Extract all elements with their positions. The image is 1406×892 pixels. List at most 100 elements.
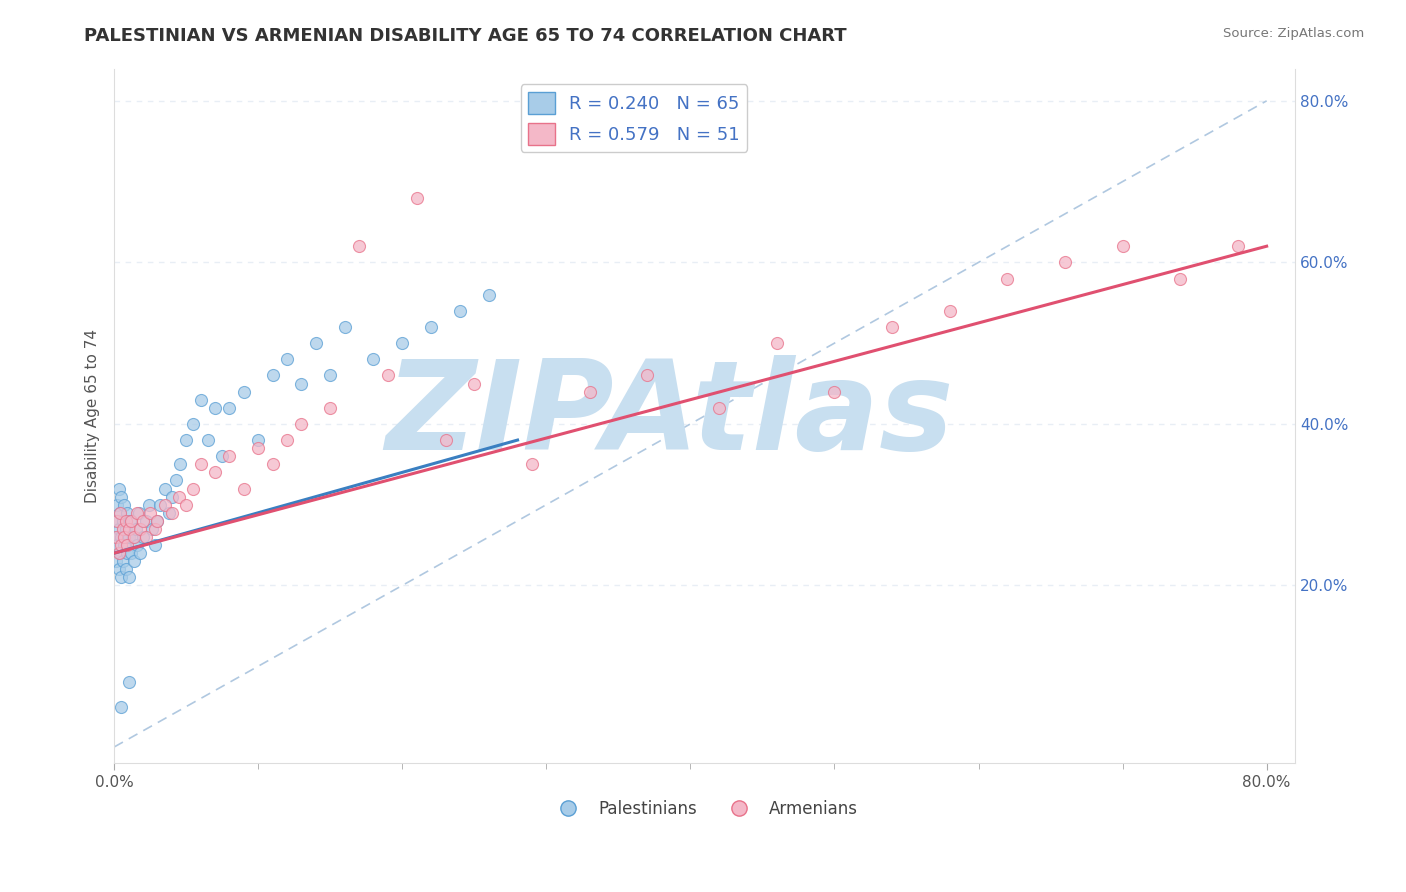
Point <box>197 433 219 447</box>
Point <box>183 417 205 431</box>
Point <box>232 482 254 496</box>
Point <box>478 287 501 301</box>
Point <box>377 368 399 383</box>
Point <box>174 433 197 447</box>
Point <box>117 570 139 584</box>
Point <box>141 522 163 536</box>
Point <box>333 320 356 334</box>
Text: Source: ZipAtlas.com: Source: ZipAtlas.com <box>1223 27 1364 40</box>
Point <box>117 522 139 536</box>
Point <box>143 538 166 552</box>
Point <box>127 506 149 520</box>
Point <box>125 522 148 536</box>
Point <box>276 433 298 447</box>
Point <box>132 514 155 528</box>
Point <box>247 441 270 455</box>
Point <box>153 498 176 512</box>
Point <box>319 368 342 383</box>
Point <box>153 482 176 496</box>
Point <box>578 384 600 399</box>
Point <box>129 522 152 536</box>
Point <box>117 530 139 544</box>
Point <box>160 506 183 520</box>
Point <box>124 554 146 568</box>
Point <box>135 514 157 528</box>
Point <box>138 498 160 512</box>
Point <box>824 384 846 399</box>
Point <box>218 401 240 415</box>
Point <box>117 675 139 690</box>
Point <box>104 514 127 528</box>
Point <box>107 482 129 496</box>
Point <box>305 336 328 351</box>
Point <box>766 336 789 351</box>
Point <box>135 530 157 544</box>
Y-axis label: Disability Age 65 to 74: Disability Age 65 to 74 <box>86 329 100 503</box>
Point <box>139 506 162 520</box>
Point <box>347 239 370 253</box>
Point <box>247 433 270 447</box>
Point <box>463 376 485 391</box>
Point <box>111 522 134 536</box>
Point <box>262 368 284 383</box>
Point <box>1168 271 1191 285</box>
Point <box>709 401 731 415</box>
Point <box>114 522 136 536</box>
Point <box>115 506 138 520</box>
Point <box>128 506 150 520</box>
Point <box>107 562 129 576</box>
Point <box>105 498 128 512</box>
Point <box>110 530 132 544</box>
Point <box>434 433 457 447</box>
Point <box>1111 239 1133 253</box>
Point <box>1226 239 1249 253</box>
Point <box>211 449 233 463</box>
Point <box>122 530 145 544</box>
Point <box>995 271 1018 285</box>
Point <box>115 546 138 560</box>
Point <box>132 530 155 544</box>
Point <box>420 320 443 334</box>
Point <box>146 514 169 528</box>
Point <box>938 303 960 318</box>
Point <box>114 514 136 528</box>
Text: PALESTINIAN VS ARMENIAN DISABILITY AGE 65 TO 74 CORRELATION CHART: PALESTINIAN VS ARMENIAN DISABILITY AGE 6… <box>84 27 846 45</box>
Point <box>183 482 205 496</box>
Point <box>108 546 131 560</box>
Point <box>290 376 312 391</box>
Point <box>114 562 136 576</box>
Point <box>149 498 172 512</box>
Text: ZIPAtlas: ZIPAtlas <box>385 355 953 476</box>
Point <box>108 506 131 520</box>
Point <box>110 538 132 552</box>
Point <box>104 530 127 544</box>
Point <box>105 538 128 552</box>
Point <box>169 457 191 471</box>
Point <box>121 514 143 528</box>
Point <box>111 554 134 568</box>
Point <box>262 457 284 471</box>
Point <box>405 191 427 205</box>
Point <box>165 474 187 488</box>
Point <box>174 498 197 512</box>
Point <box>121 546 143 560</box>
Point <box>276 352 298 367</box>
Point <box>290 417 312 431</box>
Point <box>204 401 226 415</box>
Point <box>115 538 138 552</box>
Point <box>146 514 169 528</box>
Point <box>103 530 125 544</box>
Point <box>190 392 212 407</box>
Point <box>636 368 658 383</box>
Point <box>167 490 190 504</box>
Point <box>104 554 127 568</box>
Point <box>190 457 212 471</box>
Point <box>127 538 149 552</box>
Point <box>449 303 471 318</box>
Point <box>112 530 135 544</box>
Point <box>160 490 183 504</box>
Point <box>118 514 141 528</box>
Point <box>108 506 131 520</box>
Point <box>112 538 135 552</box>
Point <box>157 506 180 520</box>
